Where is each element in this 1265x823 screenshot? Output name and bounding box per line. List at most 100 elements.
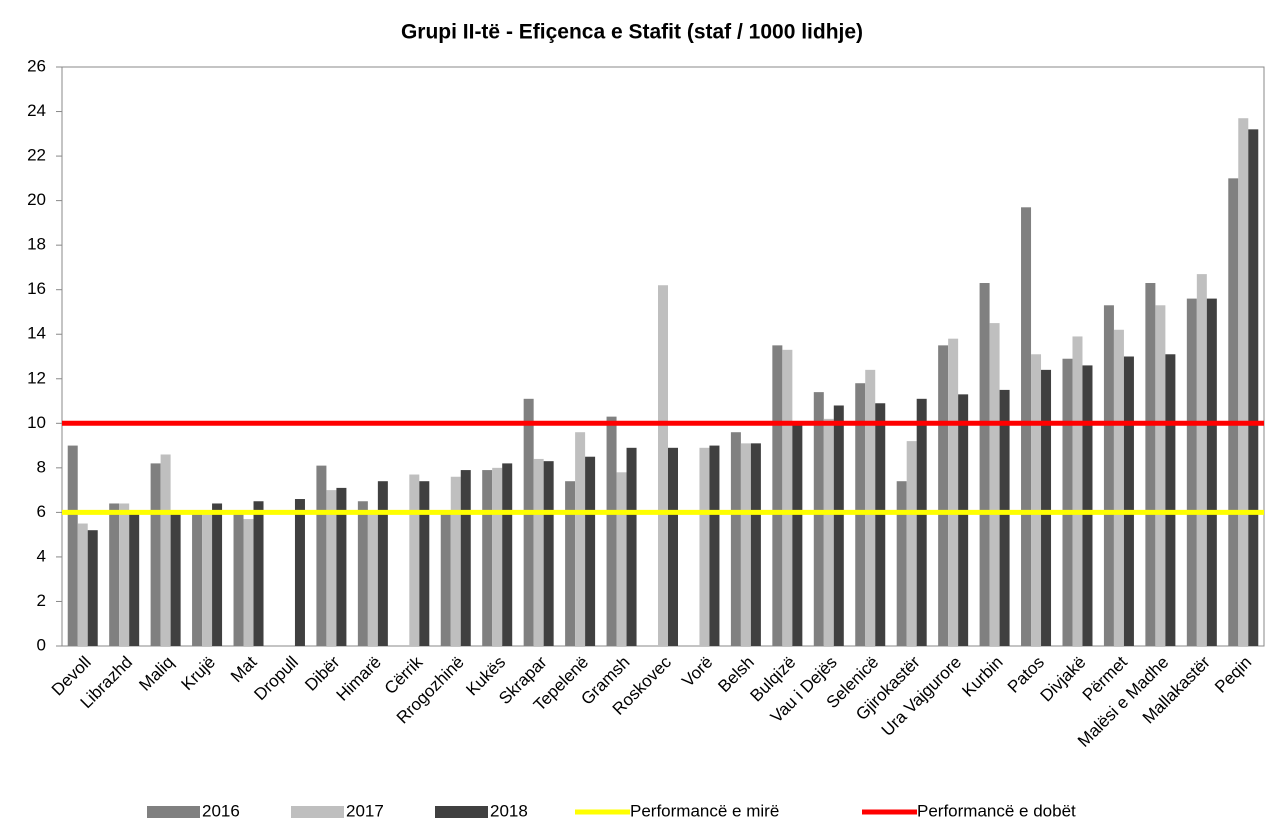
bar [730, 432, 741, 646]
x-tick-label: Mat [227, 652, 261, 686]
bar [543, 461, 554, 646]
x-tick-label: Maliq [135, 653, 177, 695]
bar [979, 283, 990, 646]
y-tick-label: 12 [27, 368, 46, 387]
x-tick-label: Krujë [178, 653, 219, 694]
chart-title: Grupi II-të - Efiçenca e Stafit (staf / … [401, 21, 863, 44]
bar [192, 514, 203, 646]
legend-label: Performancë e mirë [630, 801, 779, 820]
bar [1165, 354, 1176, 646]
bar [492, 467, 503, 646]
bar [409, 474, 420, 646]
bar [440, 512, 451, 646]
bar [150, 463, 161, 646]
y-tick-label: 6 [37, 502, 46, 521]
bar [668, 447, 678, 646]
bar [585, 456, 596, 646]
bar [1103, 305, 1114, 646]
bar [1155, 305, 1166, 646]
bar [170, 512, 181, 646]
bar [377, 481, 388, 646]
y-tick-label: 20 [27, 190, 46, 209]
bar [450, 476, 461, 646]
bar [253, 501, 264, 646]
bar [1031, 354, 1042, 646]
bar [658, 285, 668, 646]
bar [1072, 336, 1083, 646]
bar [709, 445, 720, 646]
y-tick-label: 10 [27, 413, 46, 432]
bar [1041, 369, 1052, 646]
bar [948, 338, 959, 646]
legend-label: Performancë e dobët [917, 801, 1076, 820]
bar [916, 398, 927, 646]
y-tick-label: 4 [37, 546, 46, 565]
x-tick-label: Himarë [333, 653, 385, 705]
bar [119, 503, 130, 646]
bar [750, 443, 761, 646]
bar [1196, 274, 1207, 646]
x-tick-label: Dropull [250, 653, 302, 705]
bar [938, 345, 949, 646]
x-tick-label: Vorë [678, 653, 716, 691]
legend-swatch [147, 806, 200, 818]
bar [1248, 129, 1259, 646]
bar [1062, 358, 1073, 646]
bar [233, 514, 244, 646]
y-tick-label: 22 [27, 146, 46, 165]
bar [87, 530, 98, 646]
bar [419, 481, 430, 646]
bar [460, 470, 471, 646]
bar [616, 472, 627, 646]
y-tick-label: 18 [27, 235, 46, 254]
x-tick-label: Divjakë [1037, 653, 1090, 706]
y-tick-label: 26 [27, 56, 46, 75]
bar [1238, 118, 1249, 646]
bar [782, 349, 793, 646]
y-tick-label: 2 [37, 591, 46, 610]
bar [1228, 178, 1239, 646]
bar [316, 465, 327, 646]
bar [606, 416, 617, 646]
y-tick-label: 24 [27, 101, 46, 120]
bar [502, 463, 513, 646]
bar [833, 405, 844, 646]
bar [367, 512, 378, 646]
bar [958, 394, 969, 646]
bar [1206, 298, 1217, 646]
bar [575, 432, 586, 646]
bar [565, 481, 576, 646]
x-tick-label: Peqin [1211, 653, 1255, 697]
bar [1082, 365, 1093, 646]
x-tick-label: Kurbin [958, 653, 1006, 701]
bar [626, 447, 637, 646]
bar [1186, 298, 1197, 646]
bar [533, 458, 544, 646]
bar [294, 499, 305, 646]
y-tick-label: 14 [27, 324, 46, 343]
bar [243, 519, 254, 646]
bar [699, 447, 710, 646]
bar [202, 514, 213, 646]
bar [336, 487, 347, 646]
bar [67, 445, 78, 646]
y-tick-label: 0 [37, 635, 46, 654]
bar [1113, 329, 1124, 646]
y-tick-label: 8 [37, 457, 46, 476]
legend-label: 2016 [202, 801, 240, 820]
bar [989, 323, 1000, 646]
bar [740, 443, 751, 646]
bar [1145, 283, 1156, 646]
bar [1021, 207, 1032, 647]
bar [326, 490, 337, 646]
bar [160, 454, 171, 646]
bar [875, 403, 886, 646]
bar [523, 398, 534, 646]
bar [77, 523, 88, 646]
bar [792, 423, 803, 646]
legend-swatch [291, 806, 344, 818]
legend-label: 2017 [346, 801, 384, 820]
bar [999, 389, 1010, 646]
bar [1123, 356, 1134, 646]
